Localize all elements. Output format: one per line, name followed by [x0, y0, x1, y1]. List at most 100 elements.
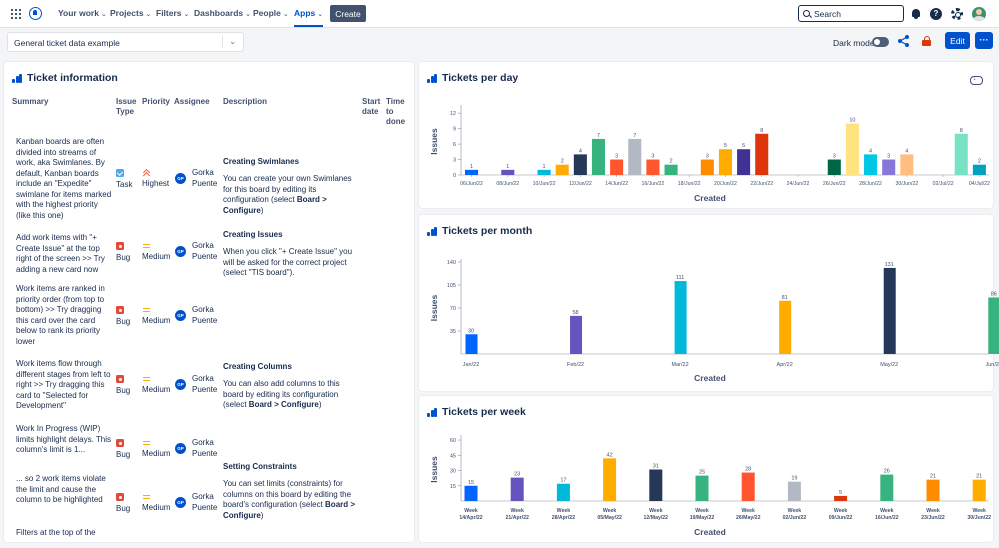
nav-filters[interactable]: Filters ⌄ [156, 8, 189, 18]
settings-gear-icon[interactable] [951, 8, 963, 20]
assignee-avatar[interactable]: GP [175, 379, 186, 390]
y-axis-label: Issues [429, 128, 439, 155]
search-box[interactable] [798, 5, 904, 22]
data-label: 26 [884, 469, 890, 475]
description-title: Setting Constraints [223, 462, 297, 471]
share-icon[interactable] [898, 35, 910, 47]
cloud-download-icon[interactable] [970, 75, 983, 85]
assignee-avatar[interactable]: GP [175, 497, 186, 508]
bar [510, 477, 524, 501]
summary-cell[interactable]: Work In Progress (WIP) limits highlight … [16, 424, 112, 454]
data-label: 5 [742, 143, 745, 149]
column-header-priority[interactable]: Priority [142, 97, 171, 106]
issue-type-label: Bug [116, 504, 131, 513]
assignee-avatar[interactable]: GP [175, 246, 186, 257]
issue-type-cell: Bug [116, 375, 130, 397]
issue-type-label: Bug [116, 450, 131, 459]
search-input[interactable] [814, 8, 894, 19]
x-tick-label: 10/Jun/22 [533, 181, 556, 187]
y-tick-label: 35 [450, 329, 456, 335]
bar [501, 169, 515, 175]
nav-projects[interactable]: Projects ⌄ [110, 8, 151, 18]
data-label: 31 [653, 464, 659, 470]
assignee-avatar[interactable]: GP [175, 173, 186, 184]
bar [827, 159, 841, 175]
assignee-name[interactable]: Gorka Puente [192, 374, 218, 394]
data-label: 81 [782, 295, 788, 301]
data-label: 4 [579, 148, 582, 154]
description-body: You can create your own Swimlanes for th… [223, 174, 352, 215]
assignee-name[interactable]: Gorka Puente [192, 492, 218, 512]
y-tick-label: 9 [453, 127, 456, 133]
bar [646, 159, 660, 175]
nav-dashboards[interactable]: Dashboards ⌄ [194, 8, 251, 18]
summary-cell[interactable]: Work items are ranked in priority order … [16, 284, 105, 346]
column-header-description[interactable]: Description [223, 97, 268, 106]
data-label: 23 [514, 472, 520, 478]
jira-logo-icon[interactable] [29, 7, 42, 20]
app-switcher-icon[interactable] [11, 9, 21, 19]
assignee-name[interactable]: Gorka Puente [192, 438, 218, 458]
bar [988, 297, 999, 354]
column-header-time-to-done[interactable]: Time to done [386, 97, 406, 126]
description-title: Creating Swimlanes [223, 157, 300, 166]
create-button[interactable]: Create [330, 5, 366, 22]
bar [674, 281, 687, 354]
summary-cell[interactable]: Work items flow through different stages… [16, 359, 111, 410]
data-label: 1 [506, 164, 509, 170]
summary-cell[interactable]: ... so 2 work items violate the limit an… [16, 474, 106, 504]
summary-cell[interactable]: Add work items with "+ Create Issue" at … [16, 233, 105, 274]
priority-cell: Medium [142, 493, 170, 514]
user-avatar[interactable] [972, 7, 986, 21]
dashboard-select[interactable]: General ticket data example ⌄ [7, 32, 244, 52]
bar [573, 154, 587, 175]
help-icon[interactable]: ? [930, 8, 942, 20]
assignee-avatar[interactable]: GP [175, 310, 186, 321]
priority-medium-icon [143, 306, 151, 314]
data-label: 5 [839, 490, 842, 496]
assignee-name[interactable]: Gorka Puente [192, 168, 218, 188]
column-header-start-date[interactable]: Start date [362, 97, 381, 116]
bar [555, 164, 569, 175]
column-header-assignee[interactable]: Assignee [174, 97, 210, 106]
data-label: 17 [560, 478, 566, 484]
assignee-name[interactable]: Gorka Puente [192, 305, 218, 325]
data-label: 131 [885, 262, 894, 268]
x-tick-label: 06/Jun/22 [460, 181, 483, 187]
x-tick-label: 30/Jun/22 [895, 181, 918, 187]
assignee-name[interactable]: Gorka Puente [192, 241, 218, 261]
priority-cell: Highest [142, 169, 169, 190]
data-label: 21 [930, 474, 936, 480]
column-header-issue-type[interactable]: Issue Type [116, 97, 137, 116]
x-tick-label: Jan/22 [463, 362, 480, 368]
data-label: 19 [791, 476, 797, 482]
lock-icon[interactable] [922, 36, 931, 46]
nav-apps[interactable]: Apps ⌄ [294, 8, 324, 27]
x-axis-label: Created [694, 373, 726, 383]
data-label: 25 [699, 470, 705, 476]
bug-icon [116, 439, 124, 447]
tickets-per-month-panel: Tickets per month 35 70 105 140 Issues Create… [419, 215, 999, 391]
edit-button[interactable]: Edit [945, 32, 970, 49]
summary-cell[interactable]: Kanban boards are often divided into str… [16, 137, 112, 220]
x-tick-label: 26/Jun/22 [823, 181, 846, 187]
more-options-button[interactable]: ··· [975, 32, 993, 49]
summary-cell[interactable]: Filters at the top of the [16, 528, 96, 537]
x-tick-label: Feb/22 [567, 362, 584, 368]
dark-mode-toggle[interactable] [872, 37, 889, 47]
y-axis-label: Issues [429, 294, 439, 321]
bar [845, 123, 859, 175]
data-label: 8 [960, 128, 963, 134]
nav-item-label: Dashboards [194, 8, 244, 18]
assignee-avatar[interactable]: GP [175, 443, 186, 454]
bar [556, 483, 570, 501]
notifications-icon[interactable] [910, 8, 922, 20]
data-label: 5 [724, 143, 727, 149]
priority-cell: Medium [142, 439, 170, 460]
nav-your-work[interactable]: Your work ⌄ [58, 8, 107, 18]
nav-people[interactable]: People ⌄ [253, 8, 289, 18]
column-header-summary[interactable]: Summary [12, 97, 49, 106]
x-tick-label: Week [834, 508, 848, 514]
priority-medium-icon [143, 439, 151, 447]
